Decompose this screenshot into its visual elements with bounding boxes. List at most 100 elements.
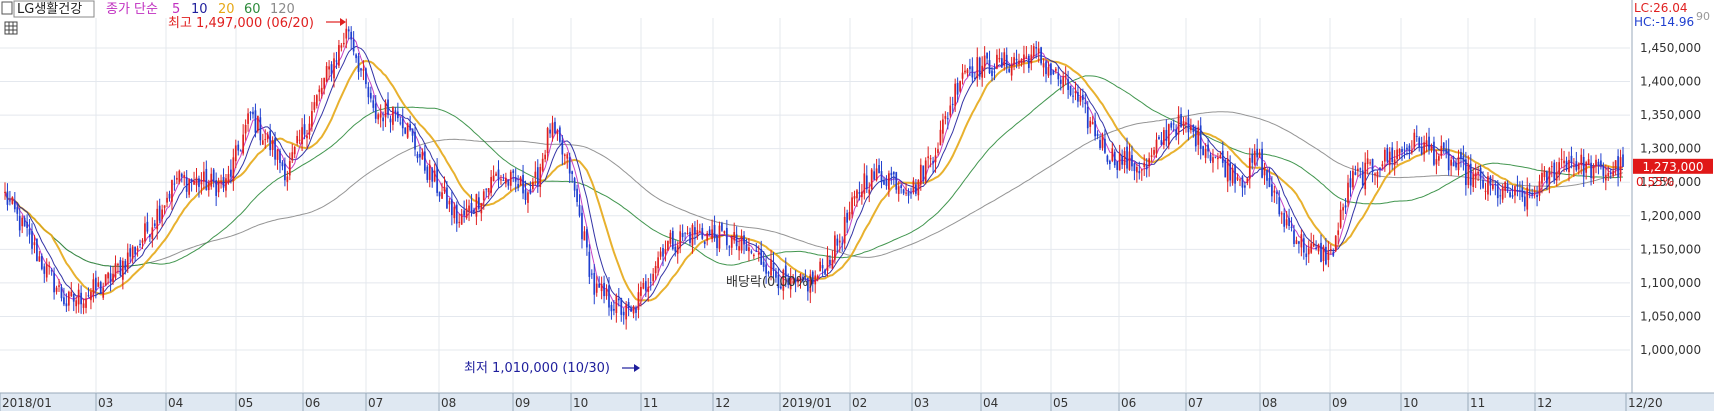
candle xyxy=(266,131,269,143)
candle-body xyxy=(340,45,343,48)
candle-body xyxy=(905,192,907,194)
candle xyxy=(156,200,159,240)
candle xyxy=(1577,162,1580,175)
candle xyxy=(446,181,448,210)
candle xyxy=(733,222,736,244)
candle-body xyxy=(863,173,866,194)
candle-body xyxy=(470,202,473,213)
candle xyxy=(627,298,630,317)
candle-body xyxy=(65,303,68,307)
candle xyxy=(102,282,105,300)
candle xyxy=(1479,164,1482,190)
candle xyxy=(1069,85,1072,97)
candle xyxy=(203,161,205,190)
candle xyxy=(873,163,876,181)
candle xyxy=(1229,155,1232,187)
candle-body xyxy=(207,182,210,191)
candle-body xyxy=(414,131,416,150)
candle xyxy=(166,191,168,208)
stock-name-box[interactable] xyxy=(13,0,95,18)
candle-body xyxy=(581,212,583,240)
candle xyxy=(856,188,858,207)
candle-body xyxy=(750,251,753,253)
candle-body xyxy=(1226,158,1229,182)
candle xyxy=(861,183,863,205)
candle xyxy=(1592,163,1595,185)
candle-body xyxy=(1484,190,1487,192)
candle-body xyxy=(927,156,930,158)
candle xyxy=(821,258,824,277)
candle xyxy=(1415,125,1418,142)
candle xyxy=(1425,132,1428,153)
candle xyxy=(1563,150,1565,173)
candle-body xyxy=(347,29,350,32)
checkbox-icon[interactable] xyxy=(1,1,13,15)
candle xyxy=(647,277,650,302)
candle-body xyxy=(320,87,323,94)
candle xyxy=(932,156,934,174)
candle-body xyxy=(203,171,205,182)
candle-body xyxy=(45,263,48,278)
candle xyxy=(868,182,871,203)
candle xyxy=(964,64,966,75)
candle xyxy=(328,60,330,80)
candle-body xyxy=(1084,102,1087,104)
candle xyxy=(357,52,360,80)
candle-body xyxy=(281,162,284,167)
candle xyxy=(126,243,129,273)
candle-body xyxy=(222,176,225,188)
candle-body xyxy=(416,154,419,159)
candle xyxy=(644,274,647,298)
candle xyxy=(330,61,333,82)
candle xyxy=(38,251,41,262)
candle xyxy=(1531,188,1534,199)
candle xyxy=(1332,248,1335,258)
candle-body xyxy=(1101,135,1104,148)
candle xyxy=(1315,240,1317,251)
candle-body xyxy=(50,270,53,272)
candle-body xyxy=(1563,160,1565,164)
hc-indicator-tail: 90 xyxy=(1696,10,1710,23)
candle xyxy=(468,199,470,222)
candle-body xyxy=(1521,187,1524,198)
candle-body xyxy=(1143,162,1146,167)
candle xyxy=(910,187,912,199)
candle-body xyxy=(1278,197,1281,215)
candle-body xyxy=(1401,149,1403,152)
candle xyxy=(524,180,527,205)
candle xyxy=(107,271,109,285)
candle xyxy=(983,46,986,78)
candle-body xyxy=(706,233,709,241)
candle-body xyxy=(1570,155,1573,163)
candle-body xyxy=(185,177,188,192)
grid-icon[interactable] xyxy=(4,21,18,35)
candle xyxy=(1614,160,1617,176)
candle xyxy=(1369,159,1371,166)
candle xyxy=(1079,88,1082,106)
candle xyxy=(667,240,669,251)
candle xyxy=(1015,49,1018,69)
candle-body xyxy=(325,66,328,82)
candle-body xyxy=(635,308,637,313)
candle-body xyxy=(1239,179,1241,181)
candle-body xyxy=(313,102,316,110)
candle-body xyxy=(1322,246,1325,261)
candle xyxy=(890,166,893,185)
candle-body xyxy=(765,264,767,274)
candle xyxy=(215,172,218,207)
candle xyxy=(1293,224,1295,248)
candle-body xyxy=(1506,184,1509,191)
candle xyxy=(311,101,313,132)
candle-body xyxy=(625,304,628,320)
candle-body xyxy=(1298,241,1300,244)
candle-body xyxy=(1256,148,1259,158)
candle-body xyxy=(890,172,893,176)
candle xyxy=(853,190,856,207)
candle xyxy=(281,160,284,171)
candle-body xyxy=(252,111,254,115)
candle-body xyxy=(104,274,107,286)
candle xyxy=(880,160,883,189)
grid-lines xyxy=(0,18,1630,392)
candle xyxy=(1155,132,1158,158)
